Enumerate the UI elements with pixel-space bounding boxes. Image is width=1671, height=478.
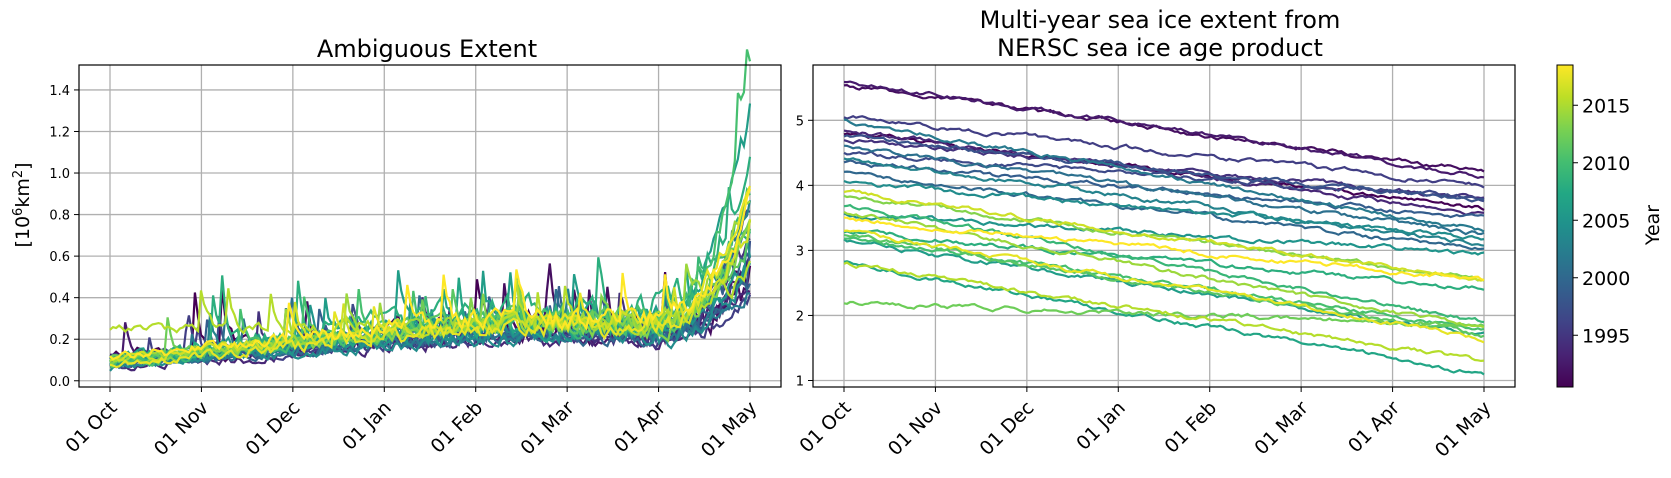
left-ytick-label: 0.2 xyxy=(49,333,70,348)
right-chart-title-line2: NERSC sea ice age product xyxy=(997,34,1323,62)
right-series-line xyxy=(843,114,1485,189)
right-series-line xyxy=(843,157,1485,247)
left-ytick-label: 0.0 xyxy=(49,375,70,390)
left-ytick-label: 0.4 xyxy=(49,292,70,307)
right-series-line xyxy=(843,170,1485,251)
right-series-line xyxy=(843,229,1485,344)
right-series-line xyxy=(843,300,1485,328)
right-series-line xyxy=(843,189,1485,282)
left-xtick-label: 01 Mar xyxy=(516,397,578,459)
left-xtick-label: 01 May xyxy=(697,397,762,462)
left-series-line xyxy=(109,185,752,369)
colorbar-label: Year xyxy=(1642,205,1664,246)
right-ytick-label: 1 xyxy=(796,374,804,389)
left-series-line xyxy=(109,219,752,363)
left-ytick-label: 0.6 xyxy=(49,250,70,265)
left-xtick-label: 01 Feb xyxy=(427,397,488,458)
colorbar-frame xyxy=(1556,64,1574,388)
colorbar-tick-label: 2015 xyxy=(1582,95,1630,117)
left-plot-area: 0.0 0.2 0.4 0.6 0.8 1.0 1.2 1.4 01 Oct 01 Nov 01 D… xyxy=(49,49,782,462)
left-chart-title: Ambiguous Extent xyxy=(317,35,537,63)
left-chart-ylabel: [106km2] xyxy=(11,162,35,247)
right-plot-area: 1 2 3 4 5 01 Oct 01 Nov 01 Dec 01 Jan 01 Feb 01 Ma… xyxy=(795,64,1516,462)
right-series-line xyxy=(843,229,1485,291)
right-series-line xyxy=(843,260,1485,376)
colorbar-tick-label: 2005 xyxy=(1582,210,1630,232)
right-series-line xyxy=(843,118,1485,233)
right-series-line xyxy=(843,134,1485,203)
colorbar-tick-label: 2010 xyxy=(1582,153,1630,175)
right-axes-frame xyxy=(812,64,1516,388)
right-xtick-label: 01 May xyxy=(1431,397,1496,462)
right-xtick-label: 01 Nov xyxy=(884,397,947,460)
colorbar: 1995 2000 2005 2010 2015 xyxy=(1556,64,1630,388)
left-series-line xyxy=(109,188,752,361)
right-xtick-label: 01 Apr xyxy=(1344,397,1404,457)
right-ytick-label: 5 xyxy=(796,114,804,129)
right-ytick-label: 3 xyxy=(796,244,804,259)
right-series-line xyxy=(843,261,1485,363)
left-xtick-label: 01 Nov xyxy=(150,397,213,460)
right-ytick-label: 2 xyxy=(796,309,804,324)
left-ytick-label: 0.8 xyxy=(49,209,70,224)
right-xtick-label: 01 Oct xyxy=(795,397,855,457)
ylabel-mid: km xyxy=(12,178,34,208)
left-xtick-label: 01 Oct xyxy=(61,397,121,457)
ylabel-base: [10 xyxy=(12,216,34,248)
left-xtick-label: 01 Dec xyxy=(241,397,304,460)
left-axes-frame xyxy=(78,64,782,388)
right-series-line xyxy=(843,80,1485,180)
ylabel-sup1: 6 xyxy=(11,208,26,216)
right-xtick-label: 01 Mar xyxy=(1250,397,1312,459)
left-ytick-label: 1.2 xyxy=(49,125,70,140)
right-xtick-label: 01 Dec xyxy=(975,397,1038,460)
right-series-line xyxy=(843,144,1485,236)
ylabel-end: ] xyxy=(12,162,34,169)
colorbar-gradient xyxy=(1557,65,1573,387)
right-ytick-label: 4 xyxy=(796,179,804,194)
right-series-line xyxy=(844,236,1485,331)
right-xtick-label: 01 Feb xyxy=(1161,397,1222,458)
right-series-line xyxy=(844,216,1485,282)
right-series-line xyxy=(843,203,1485,324)
colorbar-tick-label: 2000 xyxy=(1582,268,1630,290)
colorbar-tick-label: 1995 xyxy=(1582,325,1630,347)
right-series-line xyxy=(843,179,1485,241)
left-series-line xyxy=(109,289,751,372)
left-xtick-label: 01 Apr xyxy=(610,397,670,457)
left-series-line xyxy=(109,156,752,362)
right-xtick-label: 01 Jan xyxy=(1072,397,1130,455)
left-ytick-label: 1.0 xyxy=(49,167,70,182)
ylabel-sup2: 2 xyxy=(11,170,26,178)
right-chart-title-line1: Multi-year sea ice extent from xyxy=(980,6,1341,34)
left-ytick-label: 1.4 xyxy=(49,84,70,99)
left-xtick-label: 01 Jan xyxy=(338,397,396,455)
